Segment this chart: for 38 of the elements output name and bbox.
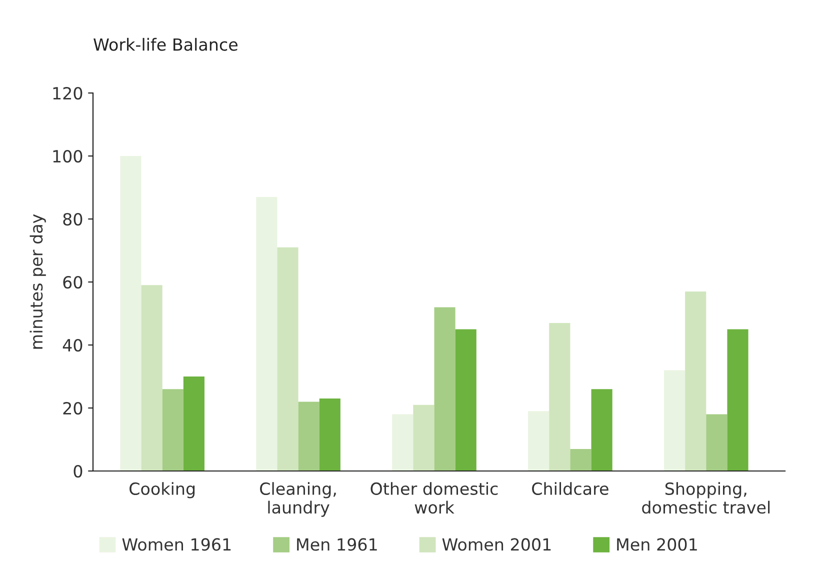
y-axis-title: minutes per day bbox=[30, 214, 46, 349]
bar bbox=[434, 307, 456, 471]
y-tick-label: 60 bbox=[63, 276, 82, 289]
y-tick-label: 20 bbox=[63, 402, 82, 415]
legend-label: Women 1961 bbox=[122, 538, 231, 551]
bar bbox=[256, 196, 278, 471]
bar bbox=[664, 370, 686, 471]
bar bbox=[455, 329, 476, 471]
bar bbox=[162, 389, 184, 471]
y-tick-label: 0 bbox=[74, 464, 82, 478]
y-tick-label: 80 bbox=[63, 212, 82, 226]
y-tick-label: 40 bbox=[62, 338, 82, 352]
y-tick-label: 120 bbox=[53, 86, 82, 100]
bar bbox=[727, 329, 748, 471]
bar bbox=[392, 414, 414, 471]
legend-label: Men 2001 bbox=[617, 538, 697, 551]
bar bbox=[591, 389, 612, 471]
bar bbox=[413, 404, 434, 471]
bar bbox=[298, 402, 320, 471]
x-tick-label: Cleaning, laundry bbox=[260, 482, 336, 517]
bar bbox=[528, 411, 550, 471]
x-tick-label: Shopping, domestic travel bbox=[642, 482, 770, 514]
bar bbox=[120, 156, 142, 471]
bar bbox=[277, 247, 298, 471]
x-tick-label: Cooking bbox=[130, 482, 195, 498]
x-tick-label: Childcare bbox=[532, 482, 608, 496]
y-tick-label: 100 bbox=[53, 150, 82, 163]
bar bbox=[685, 291, 706, 471]
legend-label: Men 1961 bbox=[297, 538, 377, 551]
chart-title: Work-life Balance bbox=[94, 38, 238, 51]
bar bbox=[549, 322, 570, 471]
bar bbox=[319, 398, 340, 471]
bar bbox=[141, 285, 162, 471]
bar bbox=[570, 448, 592, 471]
bar bbox=[183, 376, 204, 471]
legend-label: Women 2001 bbox=[442, 538, 551, 551]
x-tick-label: Other domestic work bbox=[370, 482, 498, 514]
bar bbox=[706, 414, 728, 471]
